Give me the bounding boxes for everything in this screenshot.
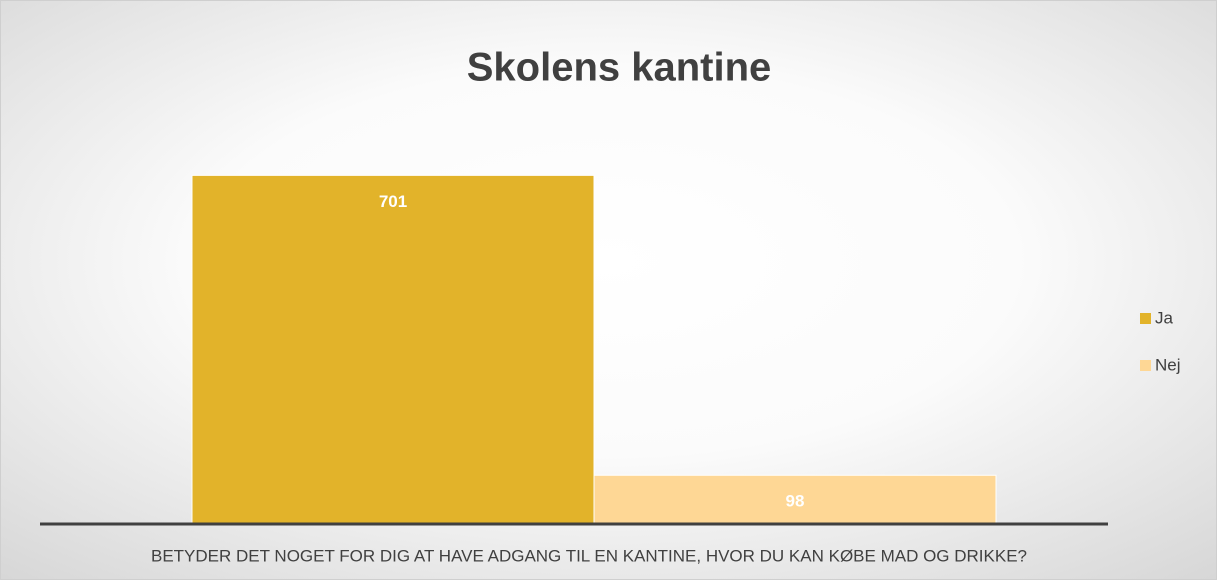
legend-label: Nej [1155, 355, 1181, 374]
chart-title: Skolens kantine [467, 46, 772, 90]
x-tick-label: BETYDER DET NOGET FOR DIG AT HAVE ADGANG… [151, 546, 1027, 565]
data-label: 98 [786, 492, 805, 511]
bar [191, 174, 595, 525]
data-label: 701 [379, 192, 407, 211]
legend-swatch [1140, 313, 1151, 324]
legend-swatch [1140, 360, 1151, 371]
bar [593, 474, 997, 525]
legend-label: Ja [1155, 308, 1174, 327]
